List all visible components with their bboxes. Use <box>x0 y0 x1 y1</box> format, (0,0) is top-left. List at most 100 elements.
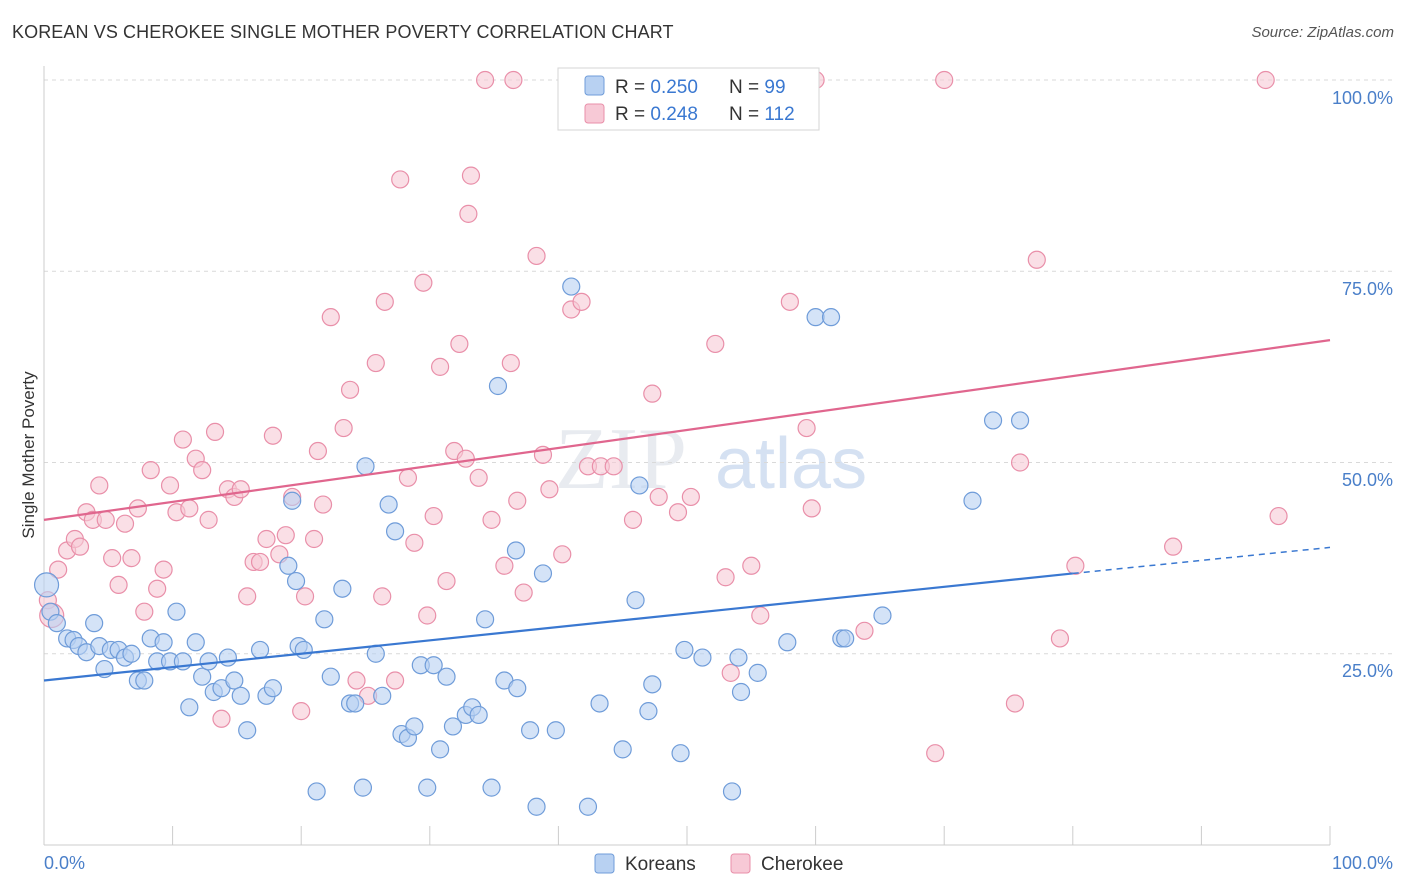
korean-point <box>33 572 60 598</box>
cherokee-point <box>205 422 225 441</box>
trend-lines <box>43 339 1331 682</box>
korean-point <box>693 648 712 667</box>
source-note: Source: ZipAtlas.com <box>1251 24 1394 41</box>
cherokee-point <box>604 457 623 476</box>
korean-point <box>613 740 632 759</box>
korean-point <box>315 610 334 629</box>
cherokee-trend-line <box>43 339 1331 521</box>
cherokee-point <box>340 380 360 399</box>
x-tick-label-max: 100.0% <box>1332 853 1393 873</box>
cherokee-point <box>553 545 572 564</box>
korean-point <box>279 556 298 575</box>
cherokee-point <box>461 166 481 185</box>
cherokee-r-label: R = 0.248 <box>615 104 698 125</box>
gridlines <box>44 79 1393 655</box>
cherokee-point <box>780 292 799 311</box>
stats-legend: R = 0.250 N = 99 R = 0.248 N = 112 <box>557 67 820 131</box>
cherokee-point <box>334 418 353 438</box>
cherokee-point <box>212 709 231 728</box>
cherokee-point <box>456 449 475 468</box>
korean-point <box>199 652 218 671</box>
cherokee-point <box>802 499 821 518</box>
cherokee-point <box>450 334 469 354</box>
cherokee-point <box>926 744 945 763</box>
chart-title: KOREAN VS CHEROKEE SINGLE MOTHER POVERTY… <box>12 22 674 42</box>
koreans-legend-swatch <box>584 75 605 96</box>
cherokee-legend-swatch <box>584 103 605 124</box>
cherokee-point <box>501 353 520 373</box>
cherokee-point <box>1027 250 1046 269</box>
cherokee-point <box>257 529 276 549</box>
korean-point <box>218 648 237 667</box>
korean-point <box>238 721 257 740</box>
korean-point <box>353 778 373 797</box>
korean-point <box>533 564 553 583</box>
cherokee-point <box>90 476 109 495</box>
cherokee-point <box>527 246 546 266</box>
cherokee-point <box>276 526 295 545</box>
cherokee-point <box>540 480 559 499</box>
korean-point <box>193 667 212 686</box>
cherokee-n-value: 112 <box>764 104 794 125</box>
koreans-n-label: N = 99 <box>729 77 786 98</box>
cherokee-point <box>173 430 192 449</box>
cherokee-point <box>1010 453 1030 472</box>
bottom-legend: Koreans Cherokee <box>594 853 843 875</box>
korean-point <box>307 782 326 801</box>
cherokee-point <box>508 491 527 510</box>
cherokee-point <box>514 583 533 602</box>
korean-point <box>47 614 66 633</box>
x-tick-label-min: 0.0% <box>44 853 85 873</box>
axes <box>43 66 1331 846</box>
cherokee-bottom-label: Cherokee <box>761 854 843 875</box>
korean-point <box>806 308 825 327</box>
cherokee-point <box>231 480 250 499</box>
korean-point <box>630 476 649 495</box>
korean-point <box>643 675 662 694</box>
cherokee-point <box>347 671 366 690</box>
cherokee-point <box>292 702 311 721</box>
cherokee-point <box>122 549 141 568</box>
cherokee-point <box>180 499 199 518</box>
korean-point <box>506 541 526 560</box>
korean-point <box>167 602 186 621</box>
korean-point <box>385 522 405 541</box>
korean-point <box>373 686 392 705</box>
koreans-trend-extension <box>1072 546 1331 575</box>
korean-point <box>482 778 501 797</box>
korean-point <box>405 717 424 736</box>
cherokee-point <box>1269 506 1288 526</box>
cherokee-point <box>797 418 816 438</box>
korean-point <box>488 376 508 396</box>
cherokee-point <box>1050 629 1070 648</box>
korean-point <box>180 698 199 717</box>
watermark-zip: ZIP <box>555 411 687 508</box>
cherokee-point <box>135 602 154 621</box>
cherokee-point <box>373 587 392 606</box>
cherokee-n-label: N = 112 <box>729 104 795 125</box>
cherokee-point <box>366 353 385 373</box>
cherokee-point <box>414 273 433 292</box>
cherokee-point <box>469 468 488 487</box>
korean-point <box>821 308 841 327</box>
korean-point <box>122 644 141 663</box>
korean-point <box>469 705 488 725</box>
korean-point <box>729 648 748 667</box>
korean-point <box>562 277 581 296</box>
korean-point <box>263 679 283 698</box>
cherokee-point <box>424 506 443 526</box>
y-axis-title: Single Mother Poverty <box>19 371 38 539</box>
cherokee-point <box>1066 556 1085 575</box>
cherokee-point <box>1005 694 1025 713</box>
cherokee-point <box>103 549 122 568</box>
cherokee-point <box>304 529 324 549</box>
korean-point <box>135 671 154 690</box>
cherokee-point <box>504 70 523 90</box>
korean-point <box>231 686 250 705</box>
cherokee-point <box>263 426 283 445</box>
korean-point <box>294 640 313 660</box>
koreans-bottom-swatch <box>594 853 615 874</box>
cherokee-point <box>706 334 725 354</box>
y-tick-label-50: 50.0% <box>1342 470 1393 490</box>
